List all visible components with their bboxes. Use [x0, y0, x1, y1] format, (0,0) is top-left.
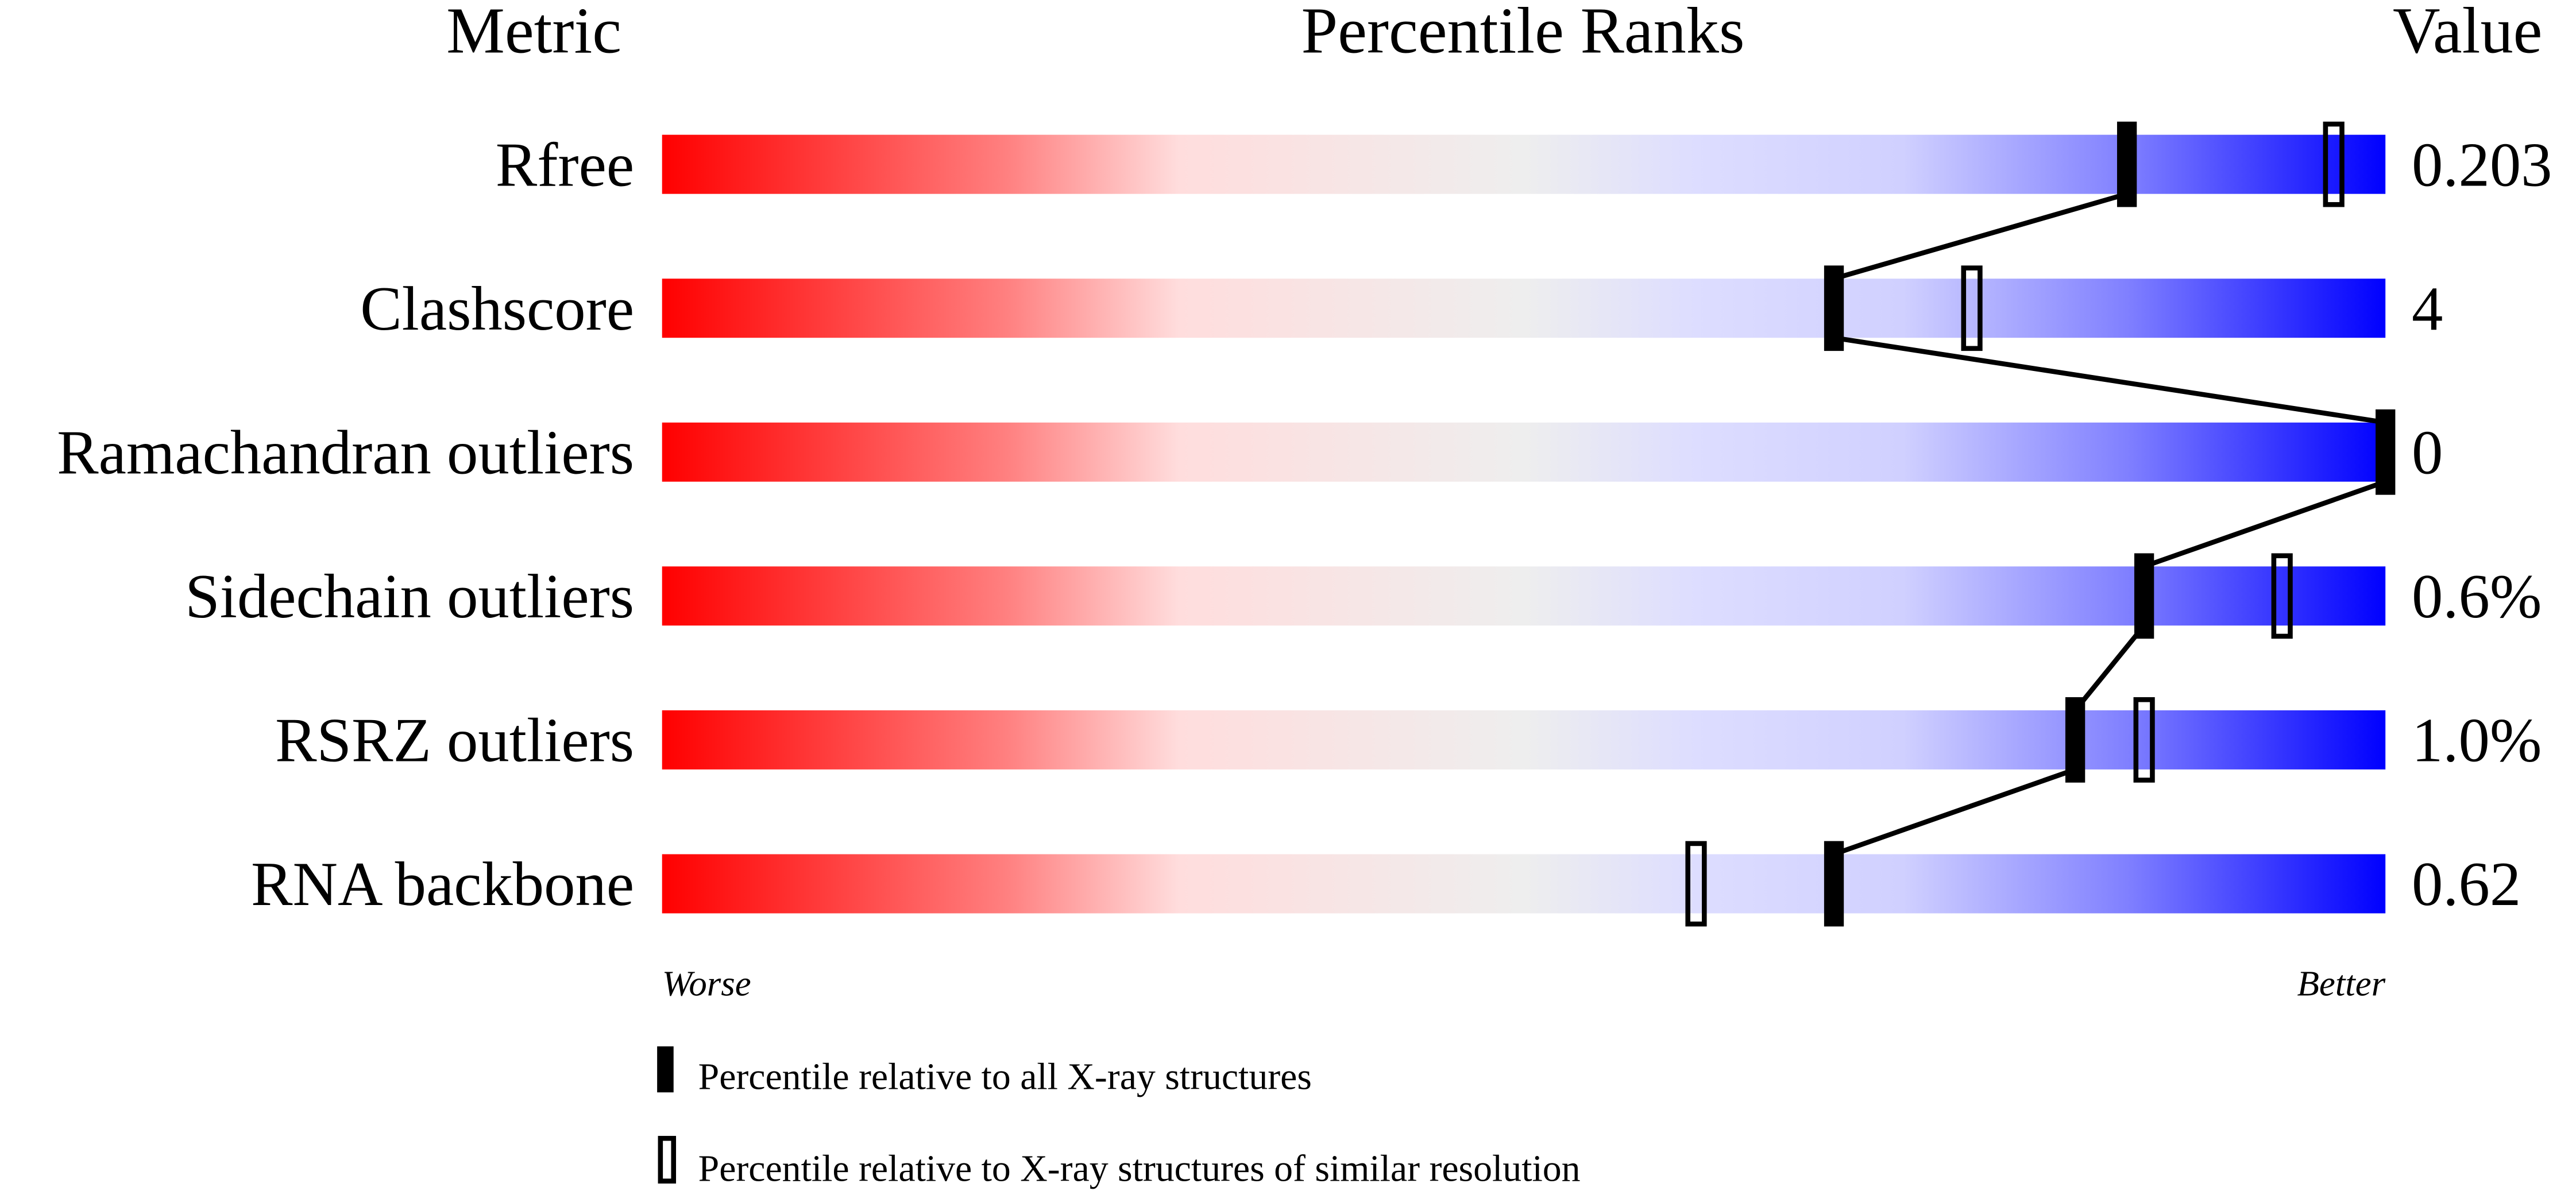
metric-label: Sidechain outliers [185, 562, 634, 631]
metric-label: Clashscore [360, 274, 634, 343]
marker-similar-resolution [2271, 553, 2293, 639]
marker-similar-resolution [1685, 841, 1707, 927]
axis-label-worse: Worse [662, 963, 751, 1003]
metric-value: 0.6% [2412, 562, 2542, 631]
legend-label-similar: Percentile relative to X-ray structures … [698, 1148, 1581, 1190]
header-value: Value [2393, 0, 2543, 67]
legend-marker-open [658, 1136, 677, 1184]
percentile-bar [662, 710, 2386, 769]
metric-value: 0.62 [2412, 849, 2521, 919]
percentile-bar [662, 422, 2386, 482]
marker-all-structures [2134, 553, 2154, 639]
metric-label: RNA backbone [251, 849, 634, 919]
metric-label: Rfree [496, 130, 634, 199]
percentile-bar [662, 279, 2386, 338]
marker-similar-resolution [1961, 265, 1983, 351]
header-metric: Metric [446, 0, 621, 67]
legend-marker-filled [657, 1046, 674, 1093]
metric-value: 0.203 [2412, 130, 2552, 199]
metric-value: 0 [2412, 417, 2443, 487]
percentile-bar [662, 566, 2386, 626]
metric-value: 1.0% [2412, 706, 2542, 775]
metric-label: RSRZ outliers [275, 706, 634, 775]
marker-all-structures [1824, 265, 1844, 351]
marker-similar-resolution [2133, 697, 2155, 783]
metric-value: 4 [2412, 274, 2443, 343]
percentile-bar [662, 134, 2386, 194]
axis-label-better: Better [2297, 963, 2385, 1003]
metric-label: Ramachandran outliers [57, 417, 634, 487]
percentile-bar [662, 854, 2386, 914]
marker-similar-resolution [2323, 121, 2345, 207]
marker-all-structures [1824, 841, 1844, 927]
header-percentile-ranks: Percentile Ranks [1301, 0, 1745, 67]
marker-all-structures [2376, 409, 2396, 495]
legend-label-all: Percentile relative to all X-ray structu… [698, 1056, 1312, 1098]
marker-all-structures [2065, 697, 2085, 783]
marker-all-structures [2117, 121, 2137, 207]
